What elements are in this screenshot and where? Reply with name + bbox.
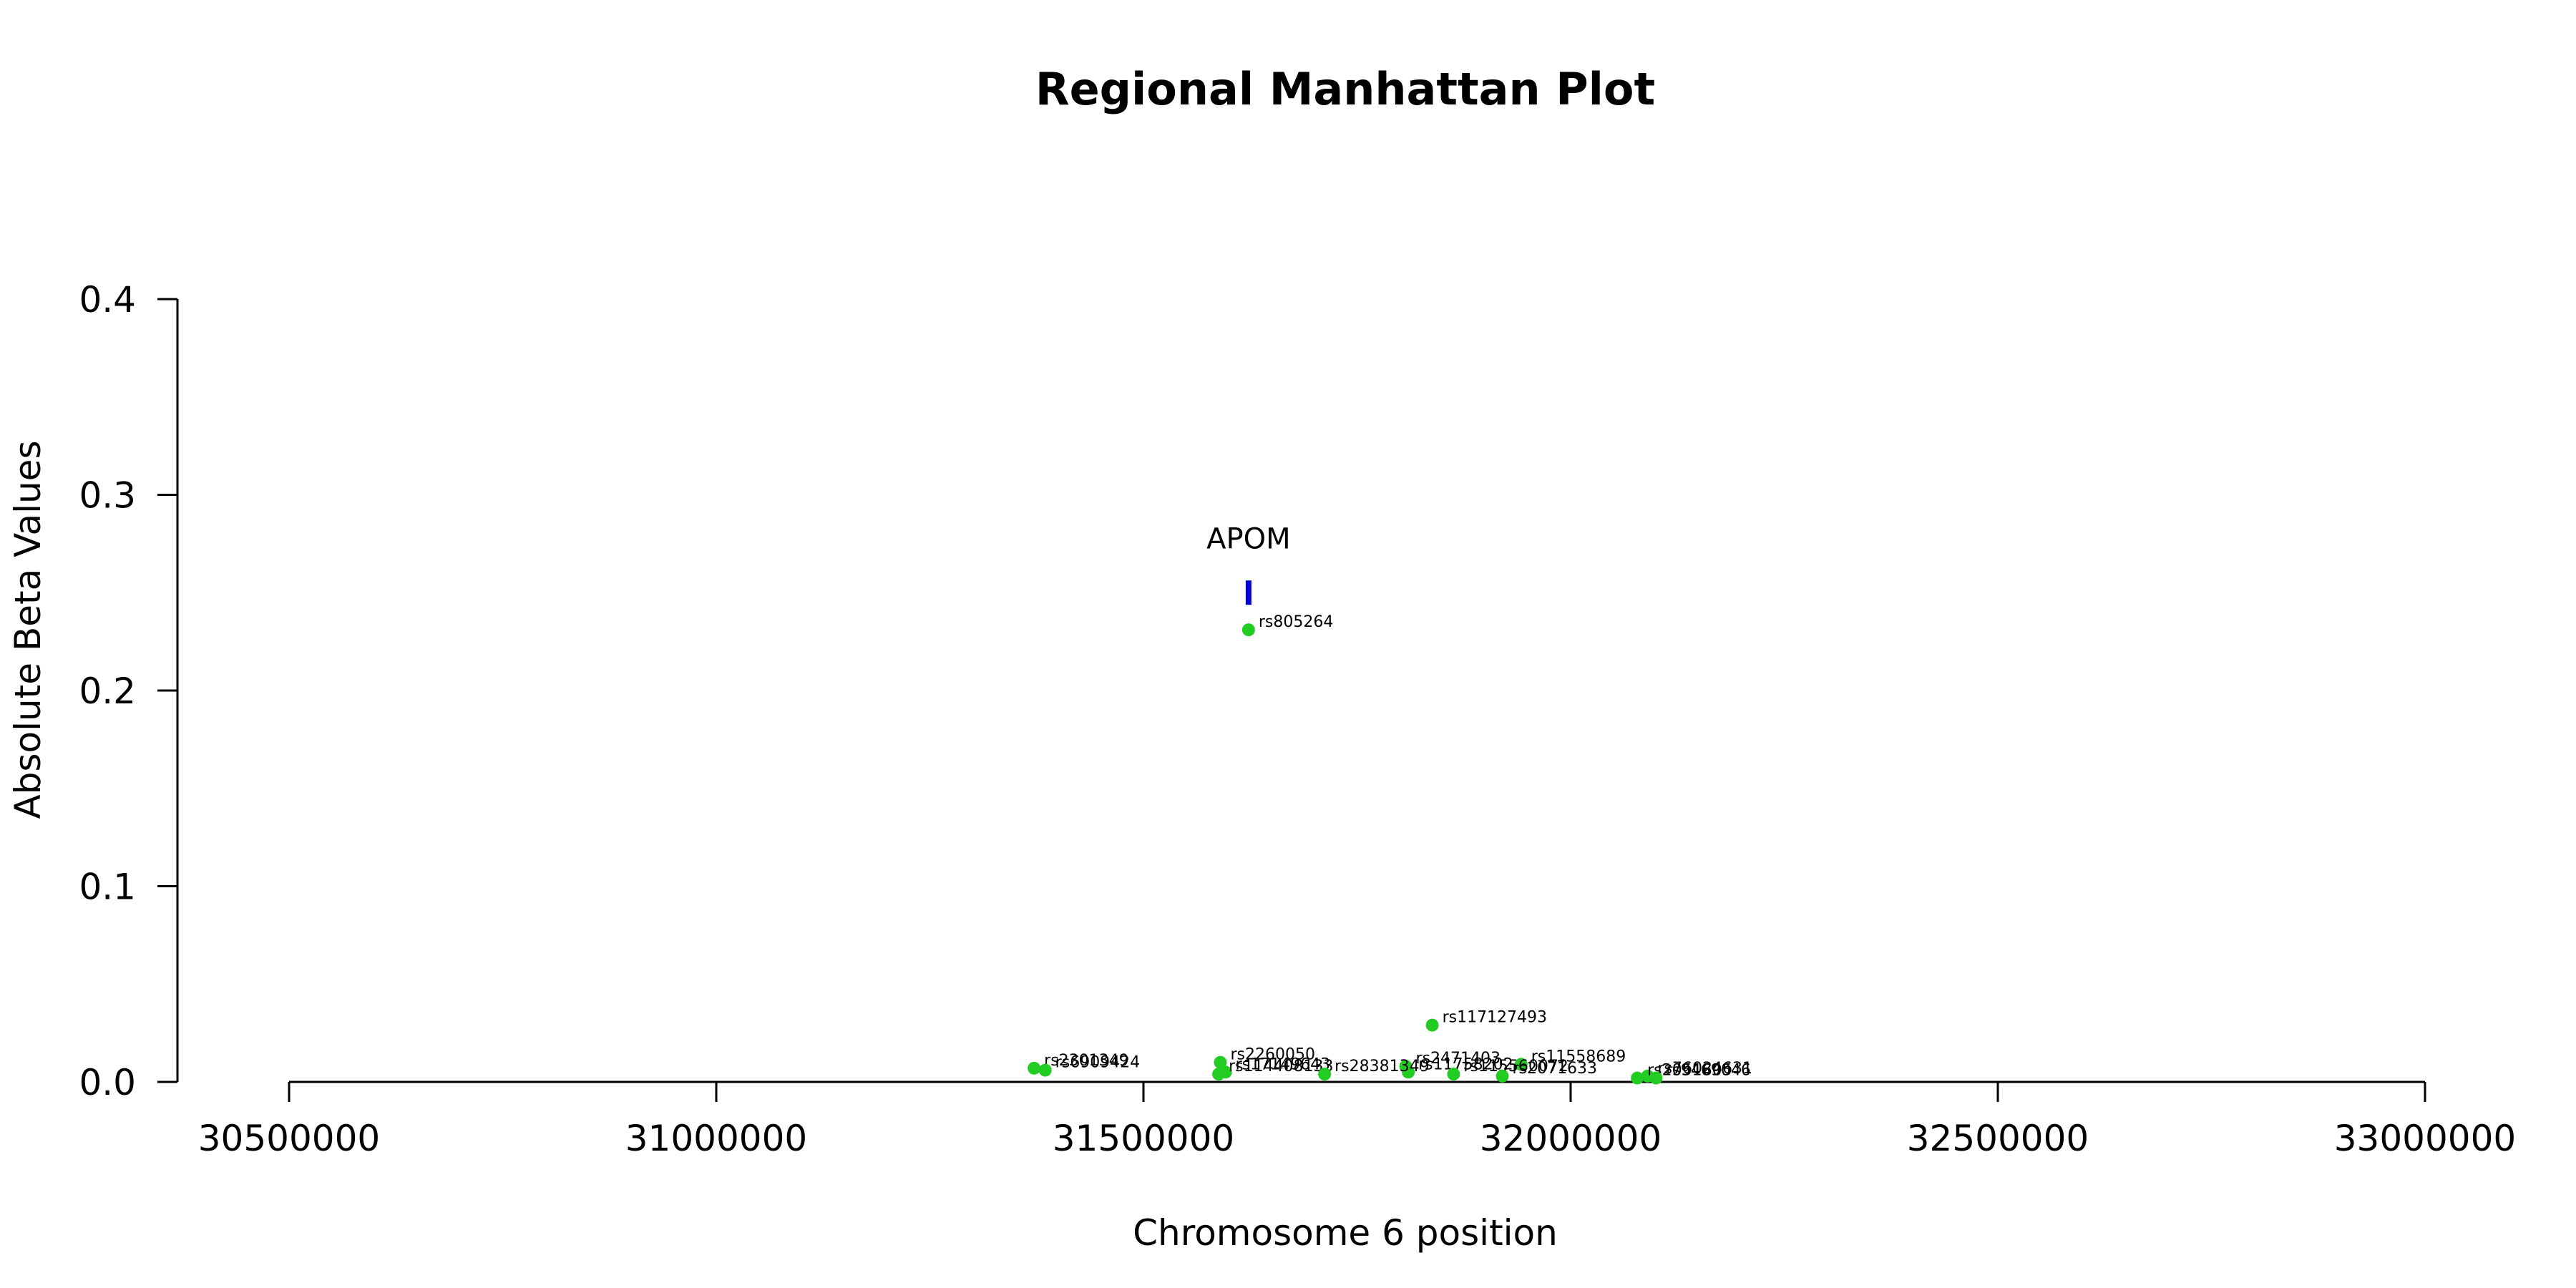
- snp-point: [1212, 1068, 1226, 1081]
- snp-point: [1496, 1069, 1509, 1083]
- snp-label: rs2301349: [1044, 1052, 1129, 1070]
- x-tick-label: 33000000: [2334, 1118, 2517, 1159]
- snp-point: [1028, 1061, 1041, 1075]
- snp-point: [1038, 1063, 1052, 1077]
- y-tick-label: 0.1: [79, 867, 136, 908]
- x-tick-label: 32000000: [1480, 1118, 1662, 1159]
- snp-point: [1214, 1055, 1227, 1069]
- snp-label: rs2260050: [1230, 1046, 1315, 1064]
- snp-point: [1241, 623, 1255, 637]
- snp-label: rs28381349: [1335, 1058, 1429, 1075]
- snp-label: rs76024631: [1657, 1060, 1752, 1078]
- gene-marker: [1245, 580, 1252, 605]
- x-tick-label: 31500000: [1053, 1118, 1235, 1159]
- x-tick-label: 32500000: [1907, 1118, 2089, 1159]
- y-tick-label: 0.3: [79, 475, 136, 517]
- snp-point: [1425, 1018, 1439, 1032]
- axes: 30500000 31000000 31500000 32000000 32500000…: [79, 279, 2516, 1159]
- y-tick-label: 0.2: [79, 670, 136, 712]
- snp-label: rs17149643: [1236, 1055, 1330, 1073]
- snp-point: [1402, 1065, 1415, 1079]
- snp-label: rs2071633: [1512, 1060, 1597, 1078]
- x-tick-label: 31000000: [625, 1118, 808, 1159]
- snp-label: rs115560072: [1463, 1058, 1568, 1075]
- gene-markers: APOM: [1206, 522, 1291, 605]
- snp-label: rs6909424: [1055, 1054, 1141, 1072]
- snp-point: [1447, 1068, 1460, 1081]
- snp-label: rs9469046: [1666, 1062, 1751, 1080]
- snp-label: rs117127493: [1443, 1009, 1547, 1027]
- snp-point: [1631, 1071, 1644, 1085]
- snp-label: rs11558689: [1531, 1048, 1626, 1065]
- snp-label: rs2471403: [1416, 1050, 1501, 1068]
- snp-label: rs11758202: [1418, 1055, 1513, 1073]
- x-axis-label: Chromosome 6 position: [1133, 1212, 1558, 1254]
- gene-label: APOM: [1206, 522, 1290, 555]
- y-tick-label: 0.0: [79, 1062, 136, 1103]
- snp-label: rs805264: [1259, 613, 1334, 631]
- snp-point: [1649, 1071, 1663, 1085]
- y-axis-label: Absolute Beta Values: [7, 441, 49, 819]
- x-tick-label: 30500000: [198, 1118, 381, 1159]
- snp-point: [1514, 1058, 1528, 1071]
- snp-point: [1318, 1068, 1332, 1081]
- snp-label: rs114408133: [1229, 1058, 1333, 1075]
- chart-title: Regional Manhattan Plot: [1035, 63, 1655, 115]
- y-tick-label: 0.4: [79, 279, 136, 321]
